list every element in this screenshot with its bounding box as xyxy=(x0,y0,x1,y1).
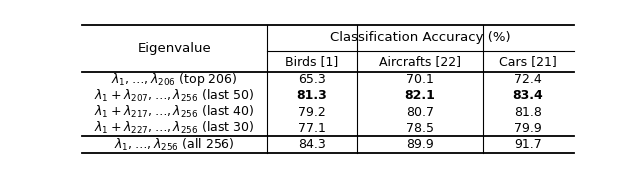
Text: 89.9: 89.9 xyxy=(406,138,434,151)
Text: 84.3: 84.3 xyxy=(298,138,326,151)
Text: 82.1: 82.1 xyxy=(404,89,435,102)
Text: $\lambda_1,\ldots,\lambda_{256}$ (all 256): $\lambda_1,\ldots,\lambda_{256}$ (all 25… xyxy=(114,136,235,153)
Text: Eigenvalue: Eigenvalue xyxy=(138,42,211,55)
Text: $\lambda_1 + \lambda_{217},\ldots,\lambda_{256}$ (last 40): $\lambda_1 + \lambda_{217},\ldots,\lambd… xyxy=(94,104,255,120)
Text: 78.5: 78.5 xyxy=(406,122,434,135)
Text: 77.1: 77.1 xyxy=(298,122,326,135)
Text: 83.4: 83.4 xyxy=(513,89,543,102)
Text: Birds [1]: Birds [1] xyxy=(285,55,339,68)
Text: $\lambda_1 + \lambda_{207},\ldots,\lambda_{256}$ (last 50): $\lambda_1 + \lambda_{207},\ldots,\lambd… xyxy=(94,88,255,104)
Text: $\lambda_1,\ldots,\lambda_{206}$ (top 206): $\lambda_1,\ldots,\lambda_{206}$ (top 20… xyxy=(111,71,238,88)
Text: 72.4: 72.4 xyxy=(514,73,542,86)
Text: $\lambda_1 + \lambda_{227},\ldots,\lambda_{256}$ (last 30): $\lambda_1 + \lambda_{227},\ldots,\lambd… xyxy=(94,120,255,136)
Text: 81.8: 81.8 xyxy=(514,106,542,119)
Text: 81.3: 81.3 xyxy=(297,89,328,102)
Text: 91.7: 91.7 xyxy=(514,138,542,151)
Text: 70.1: 70.1 xyxy=(406,73,434,86)
Text: Aircrafts [22]: Aircrafts [22] xyxy=(379,55,461,68)
Text: Classification Accuracy (%): Classification Accuracy (%) xyxy=(330,32,510,44)
Text: 80.7: 80.7 xyxy=(406,106,434,119)
Text: 79.2: 79.2 xyxy=(298,106,326,119)
Text: 79.9: 79.9 xyxy=(514,122,542,135)
Text: 65.3: 65.3 xyxy=(298,73,326,86)
Text: Cars [21]: Cars [21] xyxy=(499,55,557,68)
